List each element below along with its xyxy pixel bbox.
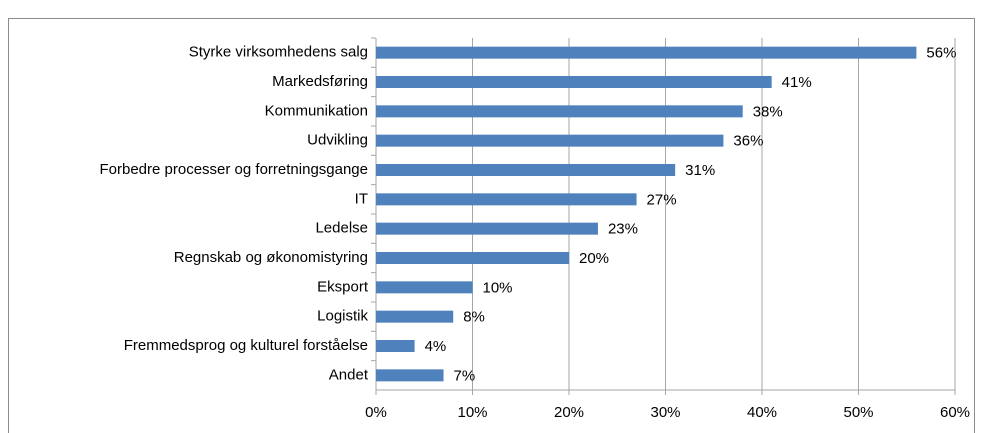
y-tick-label: Markedsføring (272, 73, 368, 90)
x-tick-label: 10% (457, 404, 487, 421)
y-tick-label: Styrke virksomhedens salg (189, 44, 368, 61)
bar (376, 340, 415, 352)
x-tick-label: 50% (843, 404, 873, 421)
y-tick-label: Ledelse (315, 220, 368, 237)
y-tick-label: IT (355, 190, 368, 207)
data-label: 4% (425, 338, 447, 355)
data-label: 10% (483, 279, 513, 296)
bar (376, 134, 724, 147)
bar (376, 164, 676, 176)
bar (376, 76, 772, 88)
y-tick-label: Regnskab og økonomistyring (174, 249, 368, 266)
bar (376, 369, 444, 382)
bar (376, 222, 598, 235)
bar (376, 252, 569, 264)
data-label: 20% (579, 250, 609, 267)
x-tick-label: 60% (940, 404, 970, 421)
y-tick-label: Kommunikation (265, 102, 368, 119)
bar (376, 46, 917, 59)
y-tick-label: Eksport (317, 278, 369, 295)
x-tick-label: 0% (365, 404, 387, 421)
y-tick-label: Andet (329, 366, 369, 383)
bar (376, 193, 637, 206)
y-tick-label: Fremmedsprog og kulturel forståelse (124, 337, 368, 354)
data-label: 8% (463, 309, 485, 326)
data-label: 36% (733, 133, 763, 150)
bar (376, 105, 743, 118)
y-tick-label: Forbedre processer og forretningsgange (100, 161, 369, 178)
data-label: 56% (926, 45, 956, 62)
data-label: 23% (608, 221, 638, 238)
data-label: 38% (753, 103, 783, 120)
y-tick-label: Logistik (317, 308, 368, 325)
data-label: 7% (454, 367, 476, 384)
x-tick-label: 30% (650, 404, 680, 421)
y-tick-label: Udvikling (307, 132, 368, 149)
x-tick-label: 20% (554, 404, 584, 421)
bar (376, 310, 454, 323)
data-label: 27% (647, 191, 677, 208)
x-tick-label: 40% (747, 404, 777, 421)
data-label: 41% (782, 74, 812, 91)
bar (376, 281, 473, 294)
data-label: 31% (685, 162, 715, 179)
